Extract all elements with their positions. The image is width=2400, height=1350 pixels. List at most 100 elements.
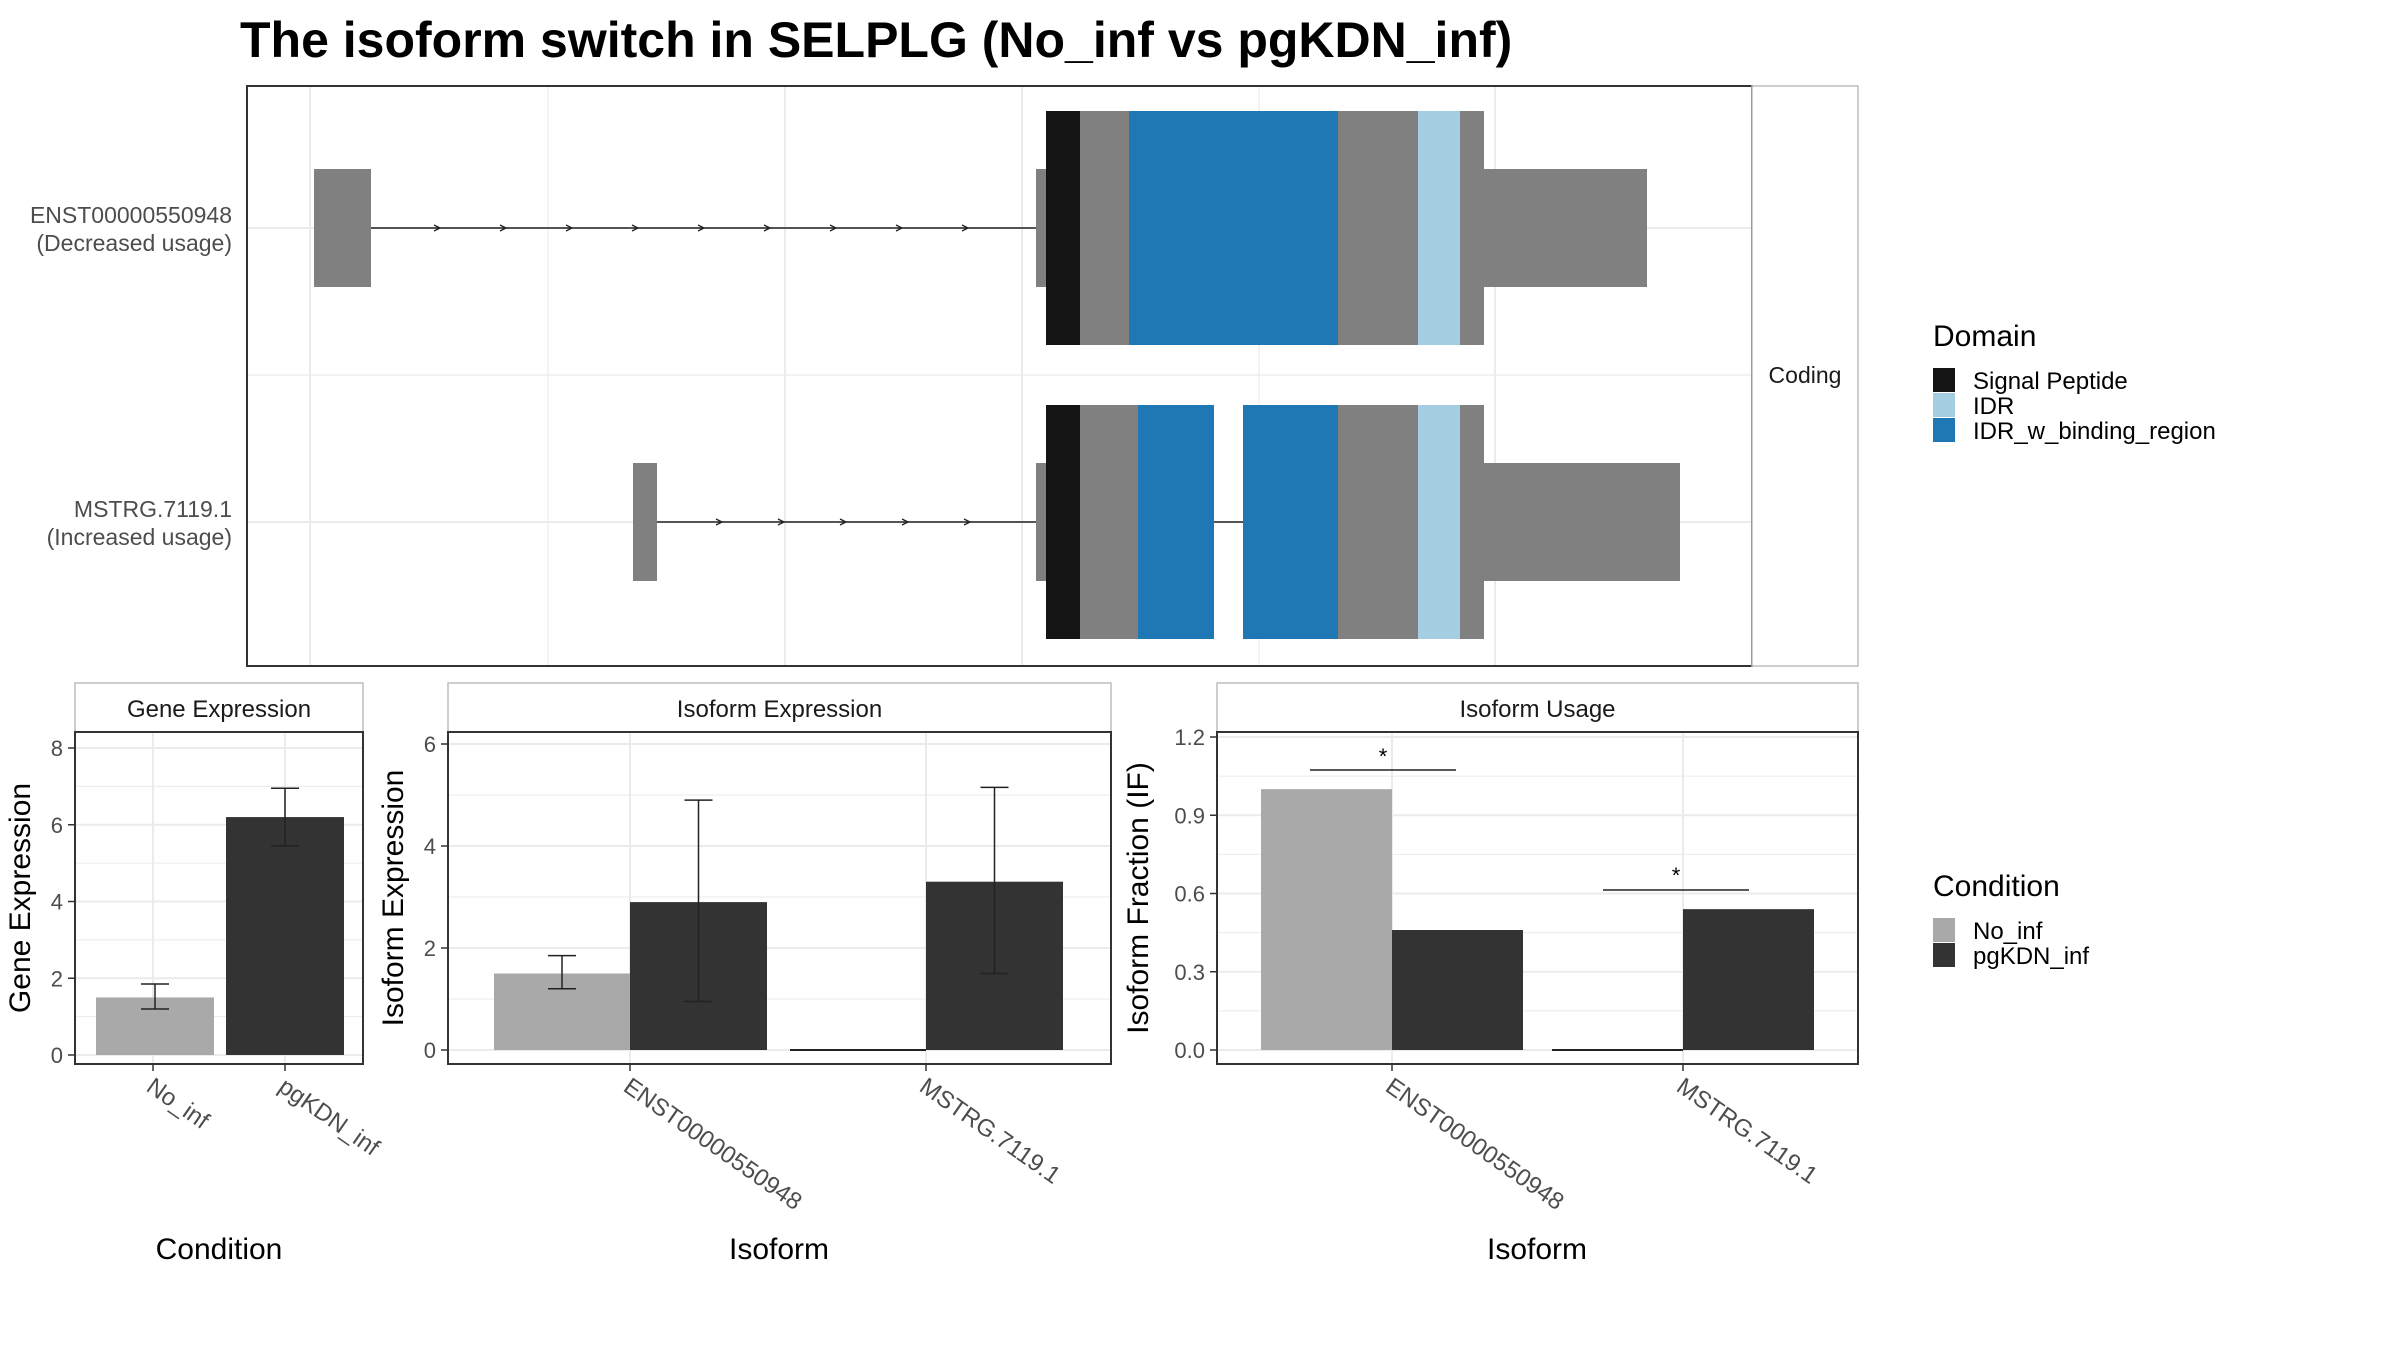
utr-exon-first-0 [314, 169, 371, 287]
isoform-label-0-line2: (Decreased usage) [36, 230, 232, 256]
bar-isoform-usage-1-1 [1683, 909, 1814, 1050]
panel-frame-isoform-usage [1216, 731, 1859, 1065]
strip-coding-box [1751, 85, 1859, 667]
y-axis-title-gene-expression: Gene Expression [4, 783, 37, 1013]
intron-arrow-1-4 [963, 518, 972, 526]
ytick-label-gene-expression-1: 2 [51, 966, 63, 991]
legend-key-idr-binding [1933, 418, 1955, 442]
panel-title-isoform-expression: Isoform Expression [677, 696, 882, 723]
domain-idr-binding-0-2 [1129, 111, 1338, 345]
intron-arrow-0-0 [433, 224, 442, 232]
panel-frame-gene-expression [74, 731, 364, 1065]
bar-isoform-usage-0-1 [1392, 930, 1523, 1050]
domain-cds-0-3 [1338, 111, 1418, 345]
legend-label-no-inf: No_inf [1973, 918, 2043, 945]
intron-arrow-0-5 [763, 224, 772, 232]
legend-domain: Domain Signal Peptide IDR IDR_w_binding_… [1933, 320, 2216, 445]
strip-coding-label: Coding [1769, 362, 1842, 388]
intron-arrow-0-3 [631, 224, 640, 232]
ytick-label-isoform-usage-3: 0.9 [1174, 803, 1205, 828]
ytick-label-isoform-usage-4: 1.2 [1174, 725, 1205, 750]
y-axis-title-isoform-expression: Isoform Expression [377, 770, 410, 1027]
domain-idr-1-5 [1418, 405, 1460, 639]
domain-signal-peptide-0-0 [1046, 111, 1080, 345]
bar-panels: Gene Expression 0 2 4 6 8 No_inf pgKDN_inf Condi… [4, 682, 1859, 1266]
utr-exon-last-0 [1484, 169, 1647, 287]
legend-condition-title: Condition [1933, 870, 2060, 903]
panel-title-isoform-usage: Isoform Usage [1459, 696, 1615, 723]
isoform-structure-0 [314, 111, 1647, 345]
panel-isoform-expression: Isoform Expression 0 2 4 6 ENST00000550948 MST… [377, 682, 1112, 1266]
isoform-structure-1 [633, 405, 1680, 639]
legend-label-idr-binding: IDR_w_binding_region [1973, 418, 2216, 445]
bar-gene-expression-1 [226, 817, 344, 1055]
panel-frame-isoform-expression [447, 731, 1112, 1065]
legend-key-idr [1933, 393, 1955, 417]
intron-arrow-1-0 [715, 518, 724, 526]
isoform-structure-panel: Coding ENST00000550948 (Decreased usage)… [30, 85, 1859, 667]
ytick-label-isoform-expression-1: 2 [424, 936, 436, 961]
panel-isoform-usage: Isoform Usage 0.0 0.3 0.6 0.9 1.2 * * ENST000005… [1122, 682, 1859, 1266]
domain-signal-peptide-1-0 [1046, 405, 1080, 639]
y-axis-title-isoform-usage: Isoform Fraction (IF) [1122, 762, 1155, 1034]
ytick-label-isoform-expression-0: 0 [424, 1038, 436, 1063]
ytick-label-isoform-usage-1: 0.3 [1174, 960, 1205, 985]
panel-gene-expression: Gene Expression 0 2 4 6 8 No_inf pgKDN_inf Condi… [4, 682, 385, 1266]
ytick-label-gene-expression-0: 0 [51, 1043, 63, 1068]
legend-key-no-inf [1933, 918, 1955, 942]
bar-isoform-usage-0-0 [1261, 789, 1392, 1050]
panel-title-gene-expression: Gene Expression [127, 696, 311, 723]
ytick-label-gene-expression-4: 8 [51, 736, 63, 761]
intron-arrow-0-2 [565, 224, 574, 232]
ytick-label-isoform-expression-2: 4 [424, 834, 436, 859]
intron-arrow-0-7 [895, 224, 904, 232]
intron-arrow-1-3 [901, 518, 910, 526]
ytick-label-gene-expression-3: 6 [51, 813, 63, 838]
structure-marks [314, 111, 1680, 639]
isoform-label-1-line2: (Increased usage) [47, 524, 232, 550]
panel-strip-gene-expression [74, 682, 364, 733]
domain-idr-0-4 [1418, 111, 1460, 345]
ytick-label-isoform-usage-2: 0.6 [1174, 882, 1205, 907]
xtick-label-gene-expression-0: No_inf [142, 1073, 215, 1135]
domain-cds-1-1 [1080, 405, 1138, 639]
x-axis-title-gene-expression: Condition [156, 1233, 283, 1266]
utr-exon-last-1 [1484, 463, 1680, 581]
significance-mark-0: * [1379, 744, 1388, 769]
panel-strip-isoform-usage [1216, 682, 1859, 733]
domain-cds-1-4 [1338, 405, 1418, 639]
legend-label-pgkdn-inf: pgKDN_inf [1973, 943, 2089, 970]
intron-arrow-0-4 [697, 224, 706, 232]
intron-arrow-1-1 [777, 518, 786, 526]
legend-condition: Condition No_inf pgKDN_inf [1933, 870, 2089, 970]
ytick-label-isoform-expression-3: 6 [424, 732, 436, 757]
x-axis-title-isoform-usage: Isoform [1487, 1233, 1587, 1266]
intron-arrow-0-8 [961, 224, 970, 232]
domain-idr-binding-1-3 [1243, 405, 1338, 639]
xtick-label-isoform-usage-1: MSTRG.7119.1 [1672, 1073, 1823, 1190]
domain-idr-binding-1-2 [1138, 405, 1214, 639]
intron-arrow-1-2 [839, 518, 848, 526]
isoform-label-1: MSTRG.7119.1 (Increased usage) [47, 496, 232, 550]
xtick-label-isoform-usage-0: ENST00000550948 [1381, 1073, 1569, 1216]
intron-arrow-0-6 [829, 224, 838, 232]
domain-cds-0-5 [1460, 111, 1484, 345]
legend-label-signal-peptide: Signal Peptide [1973, 368, 2128, 395]
x-axis-title-isoform-expression: Isoform [729, 1233, 829, 1266]
legend-key-signal-peptide [1933, 368, 1955, 392]
xtick-label-gene-expression-1: pgKDN_inf [274, 1073, 385, 1162]
xtick-label-isoform-expression-0: ENST00000550948 [619, 1073, 807, 1216]
xtick-label-isoform-expression-1: MSTRG.7119.1 [915, 1073, 1066, 1190]
legend-key-pgkdn-inf [1933, 943, 1955, 967]
legend-domain-title: Domain [1933, 320, 2036, 353]
isoform-label-0: ENST00000550948 (Decreased usage) [30, 202, 232, 256]
ytick-label-isoform-usage-0: 0.0 [1174, 1038, 1205, 1063]
domain-cds-1-6 [1460, 405, 1484, 639]
panel-strip-isoform-expression [447, 682, 1112, 733]
significance-mark-1: * [1672, 863, 1681, 888]
isoform-label-1-line1: MSTRG.7119.1 [74, 496, 232, 522]
intron-arrow-0-1 [499, 224, 508, 232]
isoform-label-0-line1: ENST00000550948 [30, 202, 232, 228]
ytick-label-gene-expression-2: 4 [51, 890, 63, 915]
